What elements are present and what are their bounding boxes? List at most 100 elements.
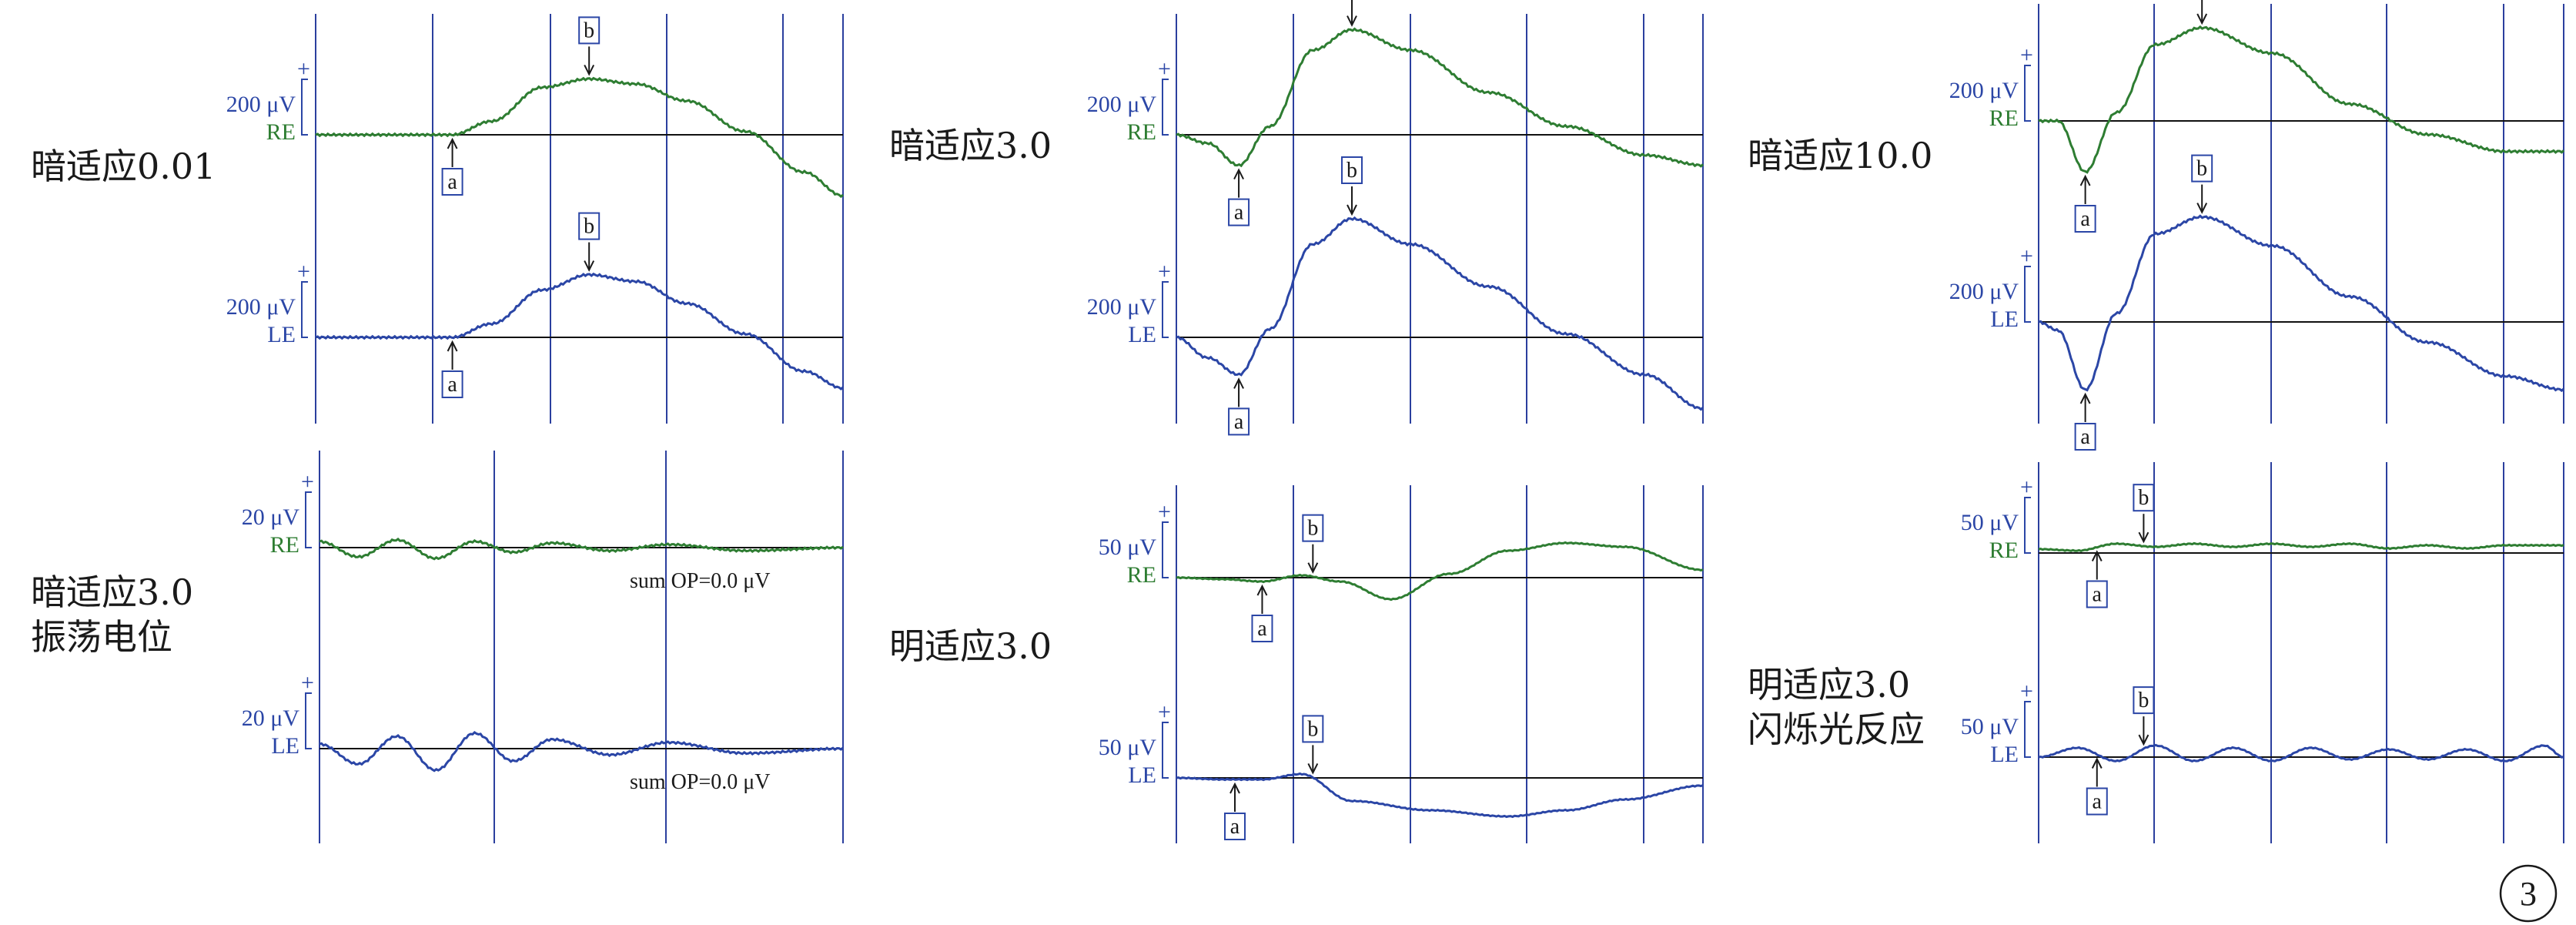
eye-label: LE xyxy=(271,733,299,759)
scale-plus: + xyxy=(1158,56,1171,82)
b-marker-label: b xyxy=(2138,486,2149,510)
scale-label: 200 μV xyxy=(1949,279,2019,304)
eye-label: LE xyxy=(1128,322,1156,347)
scale-plus: + xyxy=(1158,699,1171,725)
scale-plus: + xyxy=(1158,259,1171,284)
scale-bracket xyxy=(305,491,312,548)
eye-label: LE xyxy=(1128,762,1156,788)
a-marker-box xyxy=(441,168,463,196)
re-trace xyxy=(1176,541,1704,602)
a-marker-box xyxy=(2074,423,2096,451)
scale-bracket xyxy=(2024,65,2031,122)
a-arrowhead xyxy=(1256,584,1268,596)
a-marker-box xyxy=(441,370,463,398)
scale-bracket xyxy=(1162,79,1169,136)
scale-label: 50 μV xyxy=(1961,714,2019,739)
scale-bracket xyxy=(301,281,308,338)
re-trace xyxy=(315,76,844,199)
eye-label: LE xyxy=(1990,742,2019,767)
scale-plus: + xyxy=(297,56,310,82)
a-marker-label: a xyxy=(447,170,457,194)
scale-plus: + xyxy=(2020,679,2033,704)
b-arrowhead xyxy=(2138,734,2149,746)
a-marker-label: a xyxy=(2093,790,2103,814)
scale-label: 50 μV xyxy=(1099,535,1157,560)
b-marker-box xyxy=(1302,514,1324,542)
b-marker-label: b xyxy=(584,215,594,239)
scale-label: 200 μV xyxy=(1949,78,2019,103)
eye-label: RE xyxy=(266,119,296,145)
b-marker-box xyxy=(1302,715,1324,743)
a-marker-box xyxy=(2086,787,2108,816)
a-marker-label: a xyxy=(1257,617,1267,641)
b-marker-box xyxy=(2133,686,2155,715)
condition-label: 振荡电位 xyxy=(31,616,172,658)
eye-label: RE xyxy=(270,532,299,558)
a-marker-box xyxy=(2074,205,2096,233)
a-marker-label: a xyxy=(2080,207,2090,231)
scale-bracket xyxy=(1162,722,1169,779)
scale-bracket xyxy=(1162,281,1169,338)
a-marker-box xyxy=(1251,615,1273,642)
scale-plus: + xyxy=(1158,499,1171,525)
a-marker-box xyxy=(2086,580,2108,608)
scale-plus: + xyxy=(297,259,310,284)
eye-label: RE xyxy=(1989,106,2019,131)
b-marker-label: b xyxy=(1307,517,1318,541)
b-marker-box xyxy=(2133,484,2155,512)
scale-plus: + xyxy=(2020,474,2033,500)
scale-bracket xyxy=(305,692,312,749)
scale-plus: + xyxy=(301,469,314,494)
scale-label: 200 μV xyxy=(1087,294,1157,320)
a-arrowhead xyxy=(1233,377,1244,389)
le-trace xyxy=(315,272,844,391)
scale-plus: + xyxy=(2020,42,2033,68)
b-marker-box xyxy=(578,212,601,240)
b-arrowhead xyxy=(1347,204,1357,216)
le-trace xyxy=(319,730,844,773)
scale-label: 200 μV xyxy=(1087,92,1157,117)
a-arrowhead xyxy=(447,340,458,352)
condition-label: 暗适应3.0 xyxy=(889,125,1052,166)
b-arrowhead xyxy=(1347,15,1357,27)
scale-plus: + xyxy=(2020,243,2033,269)
scale-bracket xyxy=(2024,701,2031,758)
re-trace xyxy=(2038,541,2564,553)
a-marker-label: a xyxy=(1234,201,1244,225)
le-trace xyxy=(2038,743,2564,763)
b-arrowhead xyxy=(1307,562,1319,574)
condition-label: 闪烁光反应 xyxy=(1748,709,1925,750)
scale-label: 20 μV xyxy=(242,504,300,530)
b-marker-label: b xyxy=(2196,157,2207,181)
b-arrowhead xyxy=(584,260,595,272)
condition-label: 暗适应10.0 xyxy=(1748,135,1932,176)
eye-label: RE xyxy=(1989,538,2019,563)
b-arrowhead xyxy=(2138,531,2149,544)
scale-plus: + xyxy=(301,670,314,695)
scale-label: 200 μV xyxy=(226,294,296,320)
le-trace xyxy=(2038,214,2565,393)
eye-label: LE xyxy=(267,322,296,347)
b-marker-box xyxy=(1341,156,1363,184)
a-arrowhead xyxy=(2079,392,2091,404)
a-arrowhead xyxy=(447,137,458,149)
scale-label: 200 μV xyxy=(226,92,296,117)
re-trace xyxy=(2038,25,2565,174)
b-marker-label: b xyxy=(1347,159,1357,183)
eye-label: RE xyxy=(1127,119,1156,145)
a-arrowhead xyxy=(1229,782,1240,794)
b-arrowhead xyxy=(2196,203,2208,214)
b-arrowhead xyxy=(2196,13,2208,25)
scale-label: 50 μV xyxy=(1961,510,2019,535)
b-arrowhead xyxy=(1307,762,1319,775)
a-marker-label: a xyxy=(2080,425,2090,449)
scale-label: 20 μV xyxy=(242,705,300,731)
le-trace xyxy=(1176,216,1704,411)
scale-label: 50 μV xyxy=(1099,735,1157,760)
